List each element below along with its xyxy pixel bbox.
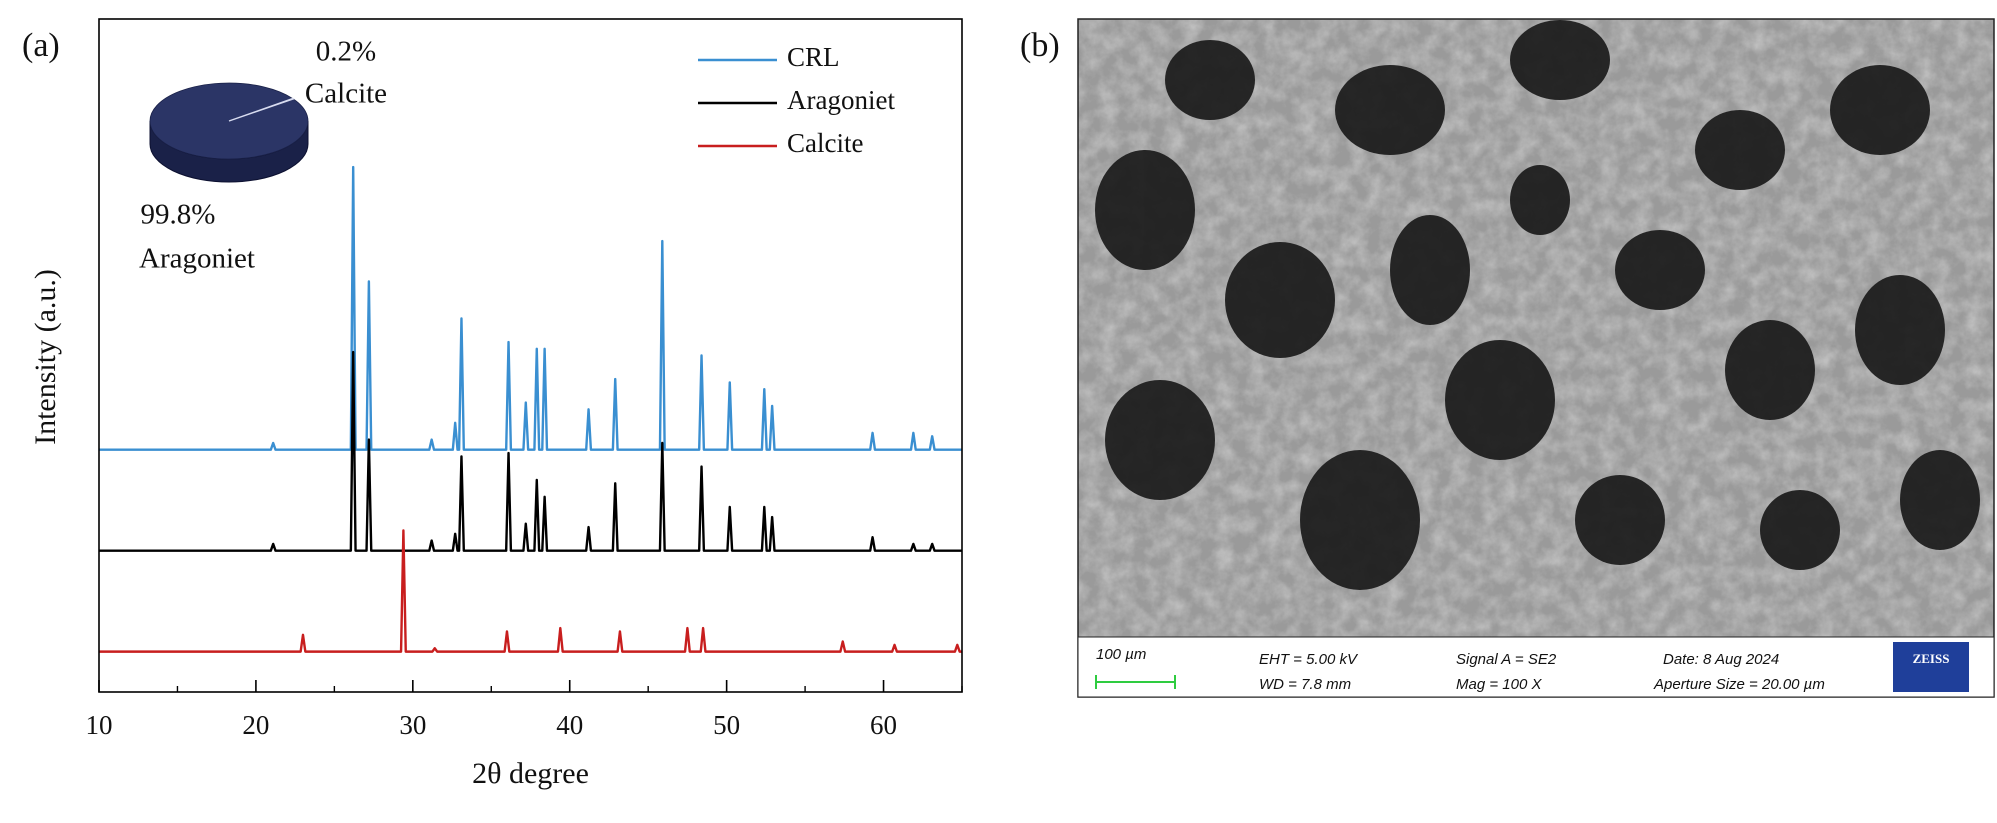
pie-category-label: Aragoniet [139, 243, 255, 275]
legend-label: CRL [787, 42, 840, 72]
series-line [99, 529, 962, 653]
sem-info: Date: 8 Aug 2024 [1663, 651, 1779, 668]
sem-info: EHT = 5.00 kV [1259, 651, 1359, 668]
logo-text: ZEISS [1913, 651, 1950, 666]
series-line [99, 350, 962, 552]
sem-info: Mag = 100 X [1456, 676, 1542, 693]
panel-label: (b) [1020, 27, 1060, 64]
pie-slice [228, 97, 295, 122]
x-tick-label: 40 [556, 710, 583, 740]
x-tick-label: 30 [399, 710, 426, 740]
logo [1893, 642, 1969, 692]
pie-value-label: 0.2% [316, 36, 376, 68]
sem-info: WD = 7.8 mm [1259, 676, 1351, 693]
sem-panel: 100 µm EHT = 5.00 kV WD = 7.8 mm Signal … [1077, 18, 1995, 698]
scale-bar-label: 100 µm [1096, 646, 1146, 663]
x-tick-label: 20 [242, 710, 269, 740]
pie-value-label: 99.8% [141, 199, 216, 231]
pie-category-label: Calcite [305, 78, 387, 110]
x-axis-label: 2θ degree [472, 757, 589, 790]
sem-image [1078, 19, 1994, 637]
x-tick-label: 60 [870, 710, 897, 740]
y-axis-label: Intensity (a.u.) [29, 269, 62, 445]
panel-label: (a) [22, 27, 60, 64]
sem-info: Aperture Size = 20.00 µm [1653, 676, 1825, 693]
x-tick-label: 10 [86, 710, 113, 740]
legend-label: Aragoniet [787, 85, 895, 115]
pie-slice [149, 82, 309, 160]
series-line [99, 165, 962, 451]
legend-label: Calcite [787, 128, 863, 158]
x-tick-label: 50 [713, 710, 740, 740]
sem-info: Signal A = SE2 [1456, 651, 1557, 668]
axes-frame [98, 18, 963, 693]
